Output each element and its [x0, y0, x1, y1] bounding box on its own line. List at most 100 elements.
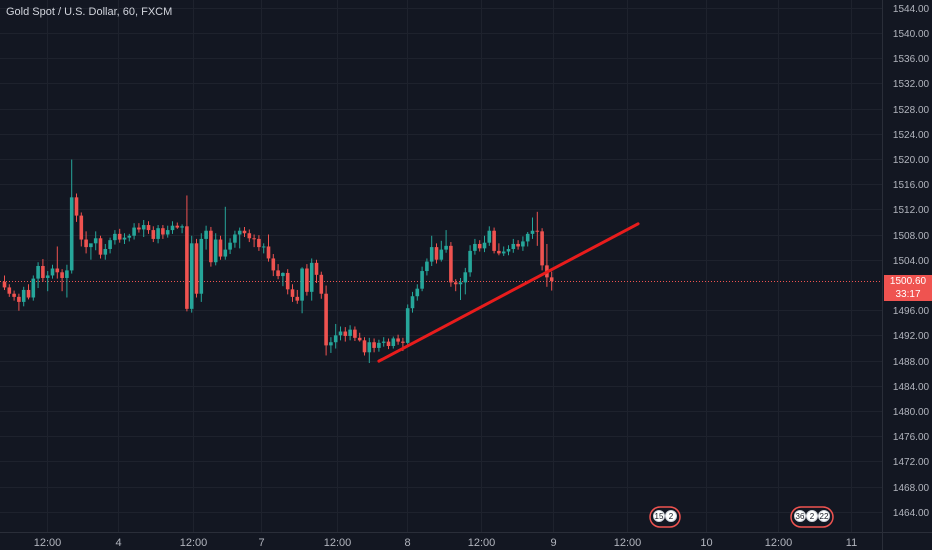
candle-body — [434, 247, 439, 260]
candle-body — [549, 277, 554, 282]
price-axis[interactable]: 1544.00 1540.00 1536.00 1532.00 1528.00 1524.… — [893, 4, 930, 519]
price-tick-label: 1520.00 — [893, 155, 930, 166]
candle — [477, 240, 482, 252]
plot-area[interactable] — [0, 0, 882, 532]
candle — [60, 269, 64, 292]
candle-body — [324, 293, 328, 346]
candle — [405, 304, 410, 347]
candle-body — [161, 228, 165, 235]
candle — [314, 259, 319, 284]
current-price-tag: 1500.60 — [884, 275, 932, 288]
candle-body — [55, 268, 60, 273]
event-count: 2 — [669, 512, 674, 521]
candle — [127, 233, 132, 242]
trendline[interactable] — [377, 222, 640, 363]
event-badge-group[interactable]: 15 2 — [649, 506, 681, 528]
candle-body — [199, 238, 204, 294]
calendar-icon[interactable] — [806, 510, 818, 522]
calendar-icon[interactable] — [665, 510, 677, 522]
economic-events[interactable]: 15 2 36 2 22 — [649, 506, 834, 528]
candle — [93, 231, 98, 251]
candle-body — [309, 262, 314, 292]
candle-body — [329, 342, 333, 346]
calendar-icon[interactable] — [818, 510, 830, 522]
candle — [300, 267, 304, 314]
candle — [295, 289, 300, 304]
candle — [415, 284, 420, 301]
candle — [266, 234, 271, 262]
candle — [285, 269, 290, 295]
candle — [228, 238, 232, 255]
candle — [108, 237, 112, 254]
candle-body — [343, 331, 348, 336]
symbol-title[interactable]: Gold Spot / U.S. Dollar, 60, FXCM — [6, 6, 173, 18]
candle-body — [204, 230, 208, 239]
candle — [257, 235, 261, 251]
price-tick-label: 1544.00 — [893, 4, 930, 15]
time-tick-label: 12:00 — [324, 537, 352, 549]
price-tick-label: 1468.00 — [893, 483, 930, 494]
event-badge-group[interactable]: 36 2 22 — [790, 506, 834, 528]
candle-body — [228, 242, 232, 250]
time-axis[interactable]: 12:00 4 12:00 7 12:00 8 12:00 9 12:00 10 12:00 11 — [34, 537, 857, 549]
candle-body — [127, 235, 132, 238]
candle-body — [17, 296, 21, 302]
candle-body — [492, 230, 496, 251]
candle-body — [415, 288, 420, 297]
candle — [26, 284, 31, 300]
time-tick-label: 9 — [550, 537, 556, 549]
candle — [521, 236, 525, 251]
calendar-icon[interactable] — [794, 510, 806, 522]
candle-body — [314, 262, 319, 275]
candle-body — [285, 272, 290, 290]
price-tick-label: 1508.00 — [893, 231, 930, 242]
candle-body — [482, 242, 487, 249]
price-tick-label: 1464.00 — [893, 508, 930, 519]
candle-body — [266, 246, 271, 259]
candle — [242, 226, 247, 238]
candle — [132, 223, 136, 240]
time-tick-label: 12:00 — [180, 537, 208, 549]
candle — [113, 230, 117, 245]
candle — [189, 235, 194, 313]
candle — [386, 338, 391, 350]
candle — [525, 231, 530, 247]
candle — [233, 230, 237, 248]
candle-body — [156, 228, 160, 239]
price-tick-label: 1472.00 — [893, 457, 930, 468]
candle — [194, 238, 199, 298]
candle-body — [439, 249, 444, 260]
time-tick-label: 10 — [700, 537, 712, 549]
candle-body — [401, 341, 405, 343]
candle — [434, 243, 439, 264]
candle-body — [353, 329, 357, 338]
candle — [79, 212, 84, 247]
candle-body — [530, 230, 535, 234]
candle-body — [357, 337, 362, 341]
candle-body — [247, 233, 252, 239]
candle-body — [319, 274, 324, 294]
price-tick-label: 1528.00 — [893, 105, 930, 116]
candle — [237, 227, 242, 249]
candle — [271, 254, 276, 277]
candle-body — [521, 241, 525, 247]
trendline-layer[interactable] — [377, 222, 640, 363]
candle-body — [12, 293, 16, 297]
candle-body — [189, 243, 194, 309]
candle-body — [362, 340, 367, 353]
candle-body — [516, 243, 520, 247]
candle — [165, 225, 170, 238]
candle — [50, 264, 55, 279]
candle-body — [89, 243, 93, 248]
candle — [156, 225, 160, 244]
time-tick-label: 7 — [258, 537, 264, 549]
candle-body — [396, 338, 400, 342]
candle — [425, 258, 429, 276]
candle — [2, 275, 7, 290]
candle-body — [463, 272, 468, 283]
calendar-icon[interactable] — [653, 510, 665, 522]
candle-body — [60, 272, 64, 278]
candle — [319, 271, 324, 299]
